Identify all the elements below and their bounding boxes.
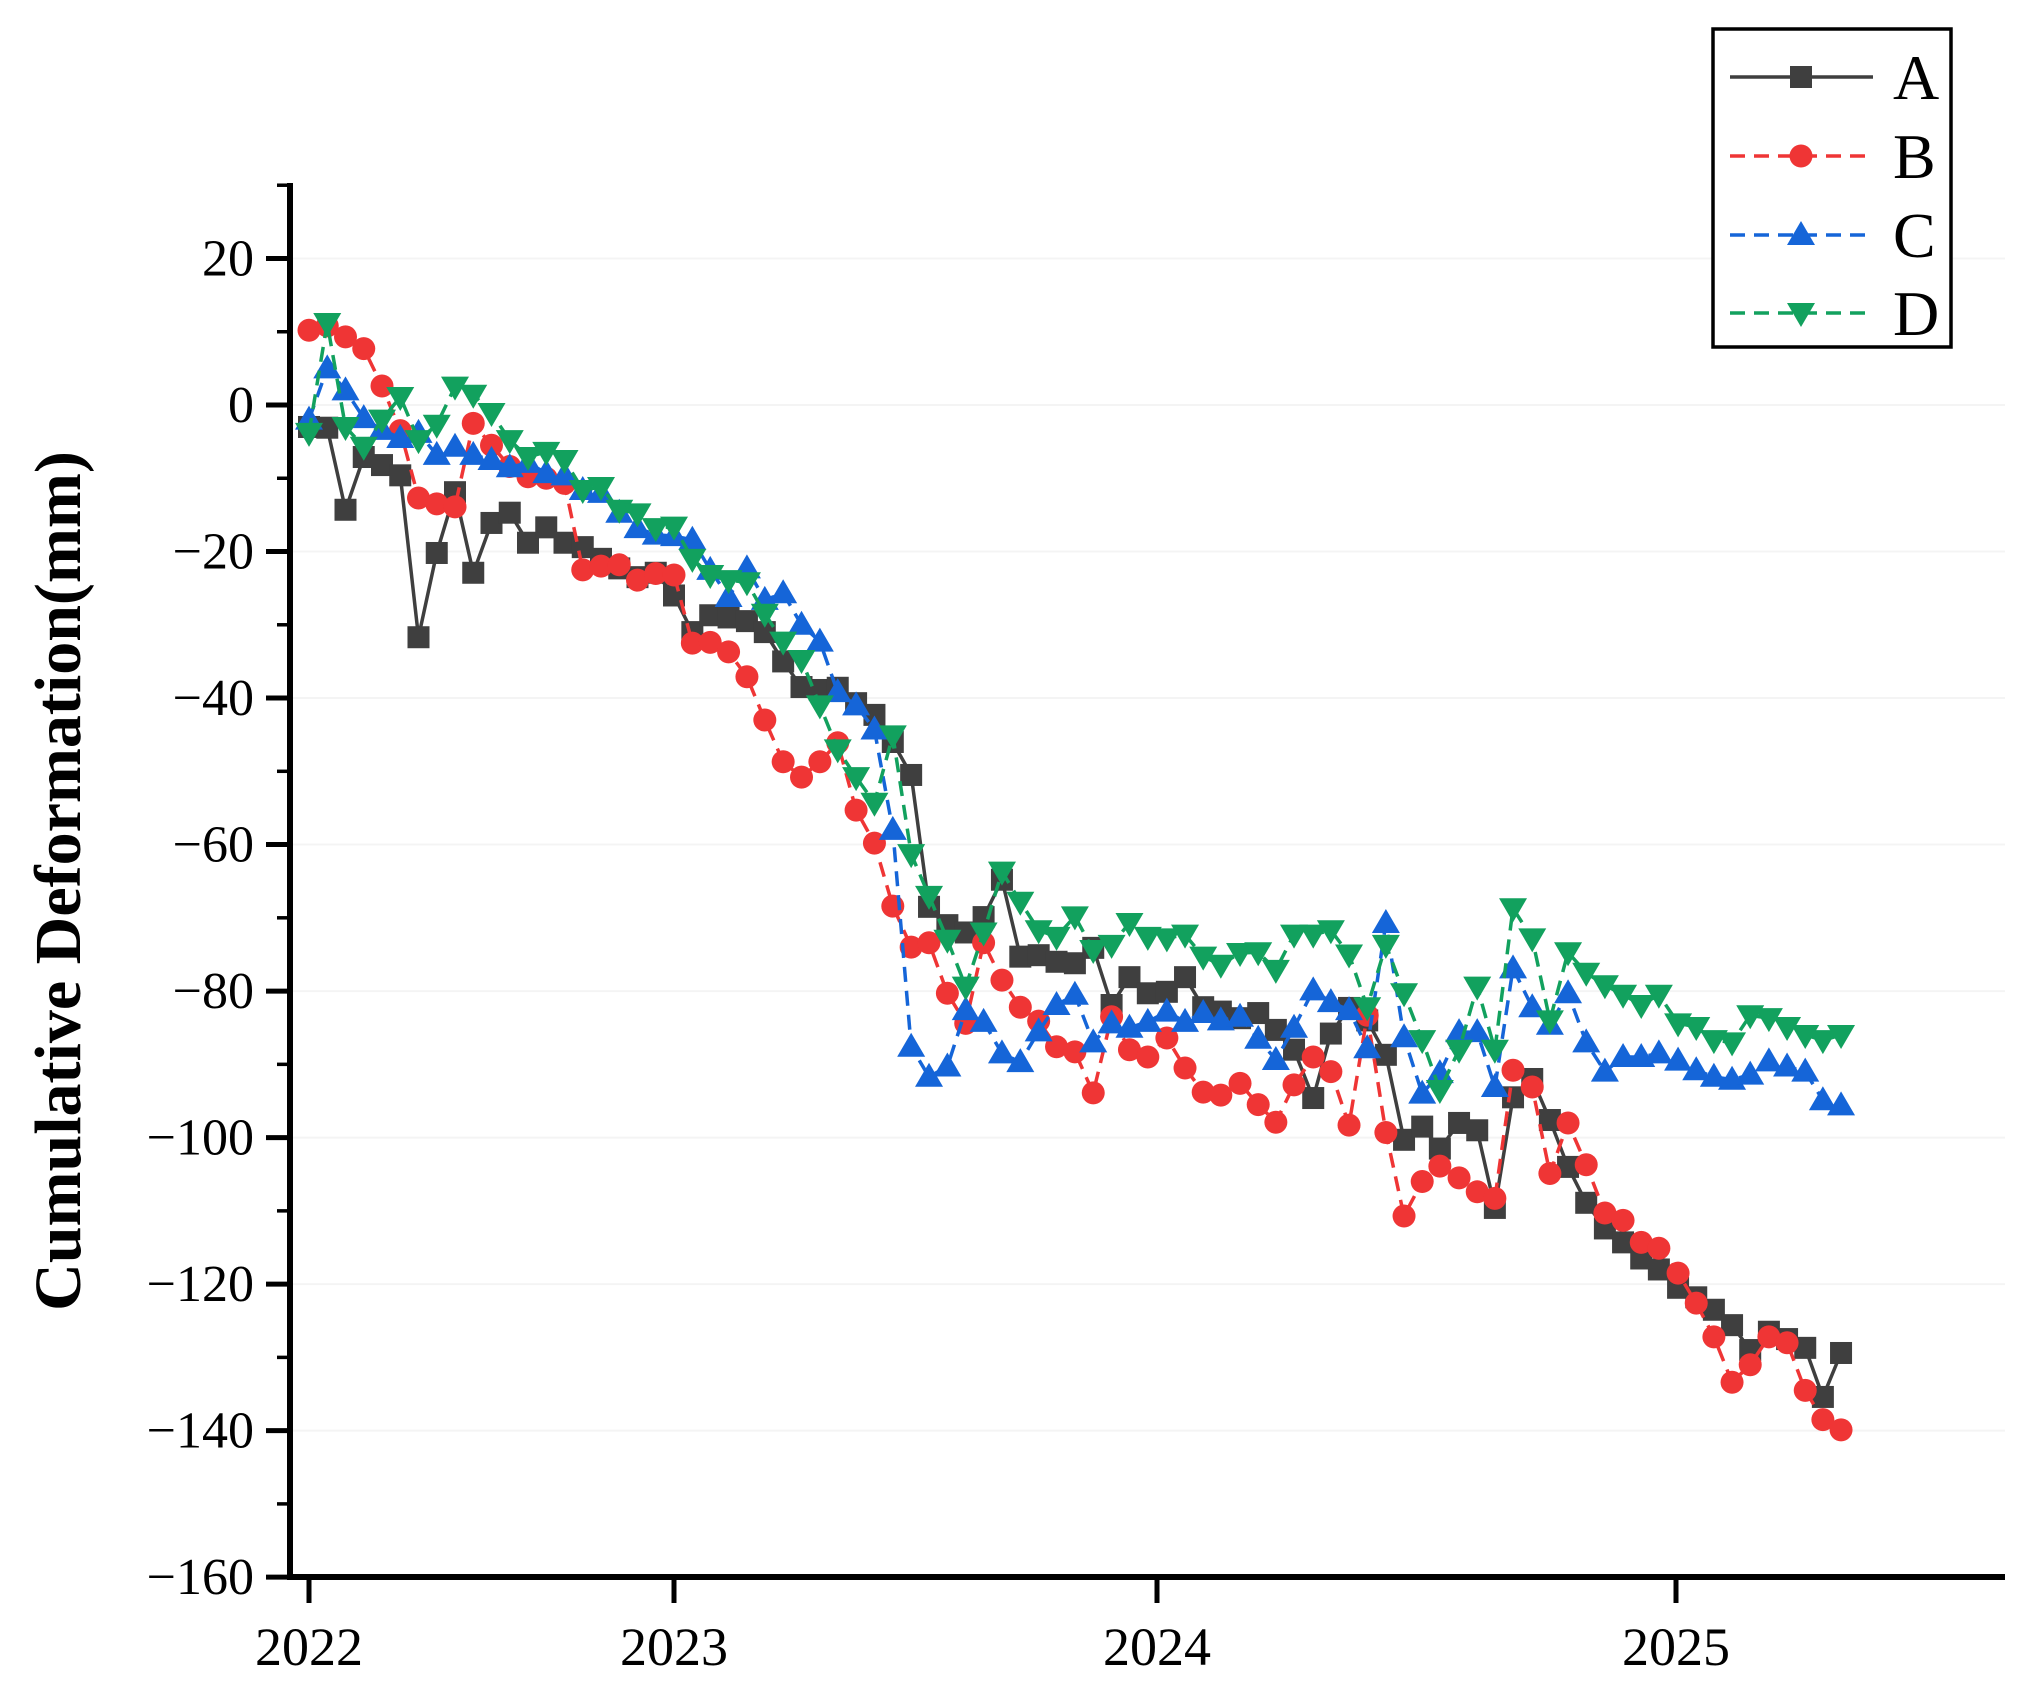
x-tick-label: 2024 [1103,1617,1211,1677]
legend-box [1711,27,1953,349]
square-marker-icon [1790,66,1812,88]
y-tick-label: 0 [228,377,254,434]
legend-item-C: C [1730,200,1936,271]
legend-item-A: A [1730,42,1939,113]
series-D [295,312,1856,1104]
y-tick-label: −80 [173,963,254,1020]
legend-label-A: A [1893,42,1939,113]
series-C-markers [295,354,1856,1116]
y-axis-title: Cumulative Deformation(mm) [22,451,95,1311]
x-tick-label: 2022 [255,1617,363,1677]
y-tick-label: −40 [173,670,254,727]
x-tick-label: 2023 [620,1617,728,1677]
triangle-up-marker-icon [1787,221,1815,245]
triangle-down-marker-icon [1787,303,1815,327]
y-tick-label: −20 [173,524,254,581]
y-tick-label: 20 [202,230,254,287]
series-C [295,354,1856,1116]
series-A-markers [298,415,1853,1408]
y-tick-label: −100 [147,1110,254,1167]
y-tick-label: −160 [147,1549,254,1606]
series-D-markers [295,312,1856,1104]
y-tick-label: −60 [173,817,254,874]
legend-item-D: D [1730,278,1939,349]
y-tick-label: −120 [147,1256,254,1313]
legend-item-B: B [1730,121,1936,192]
x-tick-label: 2025 [1622,1617,1730,1677]
y-tick-label: −140 [147,1403,254,1460]
series-A [298,415,1853,1408]
legend-label-D: D [1893,278,1939,349]
legend-label-B: B [1893,121,1936,192]
legend-label-C: C [1893,200,1936,271]
circle-marker-icon [1789,144,1813,168]
